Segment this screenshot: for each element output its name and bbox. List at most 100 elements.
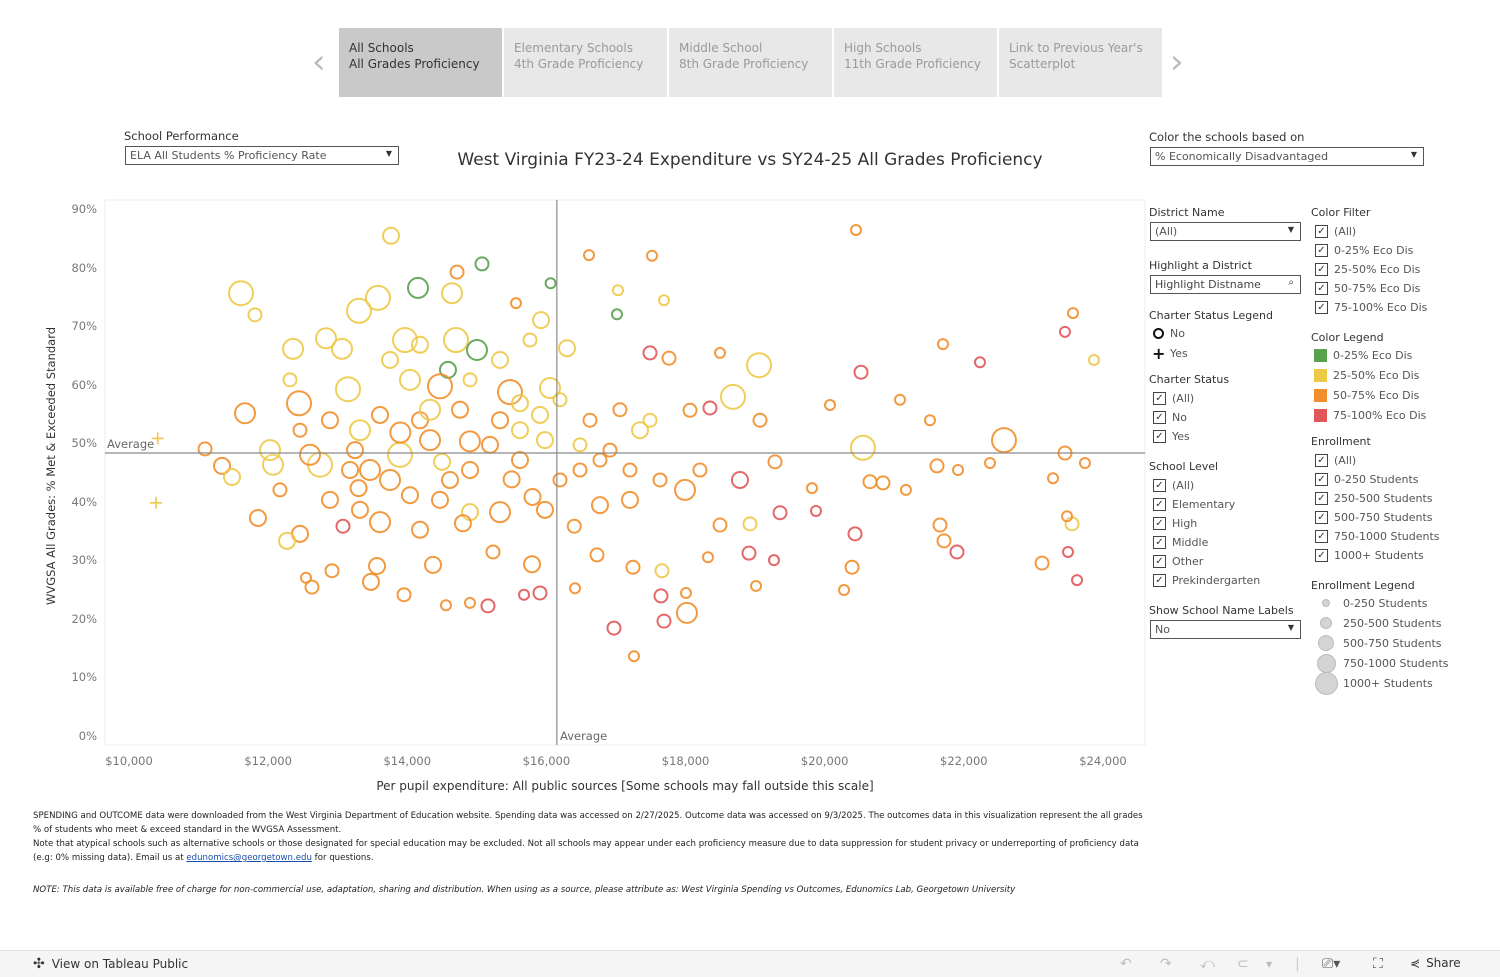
data-point[interactable] [1047, 472, 1060, 485]
data-point[interactable] [569, 582, 582, 595]
data-point[interactable] [582, 249, 595, 262]
data-point[interactable] [197, 441, 213, 457]
data-point[interactable] [341, 461, 360, 480]
checkbox-icon[interactable]: ✓ [1315, 472, 1328, 486]
data-point[interactable] [612, 402, 628, 418]
data-point[interactable] [451, 400, 470, 419]
data-point[interactable] [552, 392, 568, 408]
filter-checkbox[interactable]: ✓ 500-750 Students [1315, 509, 1433, 525]
data-point[interactable] [480, 598, 496, 614]
data-point[interactable] [361, 572, 380, 591]
data-point[interactable] [272, 482, 288, 498]
data-point[interactable] [558, 339, 577, 358]
data-point[interactable] [590, 496, 609, 515]
filter-checkbox[interactable]: ✓ 1000+ Students [1315, 547, 1424, 563]
data-point[interactable] [531, 311, 550, 330]
data-point[interactable] [628, 650, 641, 663]
data-point[interactable] [630, 421, 649, 440]
data-point[interactable] [510, 394, 529, 413]
data-point[interactable] [335, 518, 351, 534]
data-point[interactable] [292, 422, 308, 438]
data-point[interactable] [772, 505, 788, 521]
redo-icon[interactable]: ↷ [1160, 956, 1172, 972]
tab-4[interactable]: High Schools 11th Grade Proficiency [834, 28, 997, 97]
data-point[interactable] [544, 277, 557, 290]
data-point[interactable] [491, 350, 510, 369]
data-point[interactable] [566, 518, 582, 534]
data-point[interactable] [730, 470, 749, 489]
data-point[interactable] [612, 284, 625, 297]
data-point[interactable] [823, 399, 836, 412]
checkbox-icon[interactable]: ✓ [1153, 429, 1166, 443]
data-point[interactable] [523, 555, 542, 574]
checkbox-icon[interactable]: ✓ [1153, 554, 1166, 568]
data-point[interactable] [572, 462, 588, 478]
data-point[interactable] [419, 398, 442, 421]
data-point[interactable] [1088, 353, 1101, 366]
data-point[interactable] [692, 462, 708, 478]
data-point[interactable] [496, 379, 523, 406]
data-point[interactable] [371, 405, 390, 424]
data-point[interactable] [602, 442, 618, 458]
data-point[interactable] [233, 402, 256, 425]
filter-checkbox[interactable]: ✓ (All) [1153, 477, 1194, 493]
filter-checkbox[interactable]: ✓ Middle [1153, 534, 1208, 550]
checkbox-icon[interactable]: ✓ [1153, 573, 1166, 587]
tab-5[interactable]: Link to Previous Year's Scatterplot [999, 28, 1162, 97]
filter-checkbox[interactable]: ✓ Elementary [1153, 496, 1235, 512]
data-point[interactable] [247, 307, 263, 323]
tab-2[interactable]: Elementary Schools 4th Grade Proficiency [504, 28, 667, 97]
download-icon[interactable]: ⎚▾ [1322, 956, 1341, 972]
data-point[interactable] [213, 456, 232, 475]
data-point[interactable] [746, 352, 773, 379]
data-point[interactable] [381, 350, 400, 369]
data-point[interactable] [396, 587, 412, 603]
data-point[interactable] [382, 226, 401, 245]
data-point[interactable] [406, 276, 429, 299]
data-point[interactable] [348, 419, 371, 442]
data-point[interactable] [582, 412, 598, 428]
checkbox-icon[interactable]: ✓ [1153, 391, 1166, 405]
data-point[interactable] [474, 256, 490, 272]
data-point[interactable] [929, 458, 945, 474]
data-point[interactable] [489, 501, 512, 524]
data-point[interactable] [304, 579, 320, 595]
filter-checkbox[interactable]: ✓ No [1153, 409, 1187, 425]
data-point[interactable] [849, 434, 876, 461]
data-point[interactable] [847, 526, 863, 542]
data-point[interactable] [713, 346, 726, 359]
data-point[interactable] [653, 588, 669, 604]
data-point[interactable] [442, 327, 469, 354]
filter-checkbox[interactable]: ✓ 75-100% Eco Dis [1315, 299, 1427, 315]
tab-1[interactable]: All Schools All Grades Proficiency [339, 28, 502, 97]
data-point[interactable] [1034, 555, 1050, 571]
next-arrow-icon[interactable]: › [1170, 42, 1184, 82]
data-point[interactable] [936, 533, 952, 549]
data-point[interactable] [661, 350, 677, 366]
data-point[interactable] [656, 613, 672, 629]
data-point[interactable] [1058, 325, 1071, 338]
data-point[interactable] [458, 430, 481, 453]
data-point[interactable] [1061, 545, 1074, 558]
data-point[interactable] [282, 372, 298, 388]
data-point[interactable] [844, 559, 860, 575]
data-point[interactable] [522, 332, 538, 348]
data-point[interactable] [449, 264, 465, 280]
data-point[interactable] [248, 509, 267, 528]
email-link[interactable]: edunomics@georgetown.edu [186, 853, 312, 863]
data-point[interactable] [572, 437, 588, 453]
data-point[interactable] [1066, 307, 1079, 320]
data-point[interactable] [750, 579, 763, 592]
data-point[interactable] [324, 563, 340, 579]
data-point[interactable] [642, 412, 658, 428]
checkbox-icon[interactable]: ✓ [1153, 516, 1166, 530]
data-point[interactable] [228, 280, 255, 307]
data-point[interactable] [320, 490, 339, 509]
data-point[interactable] [411, 520, 430, 539]
data-point[interactable] [538, 377, 561, 400]
data-point[interactable] [535, 431, 554, 450]
data-point[interactable] [654, 563, 670, 579]
show-labels-dropdown[interactable]: No ▼ [1150, 620, 1301, 639]
data-point[interactable] [838, 584, 851, 597]
data-point[interactable] [461, 461, 480, 480]
